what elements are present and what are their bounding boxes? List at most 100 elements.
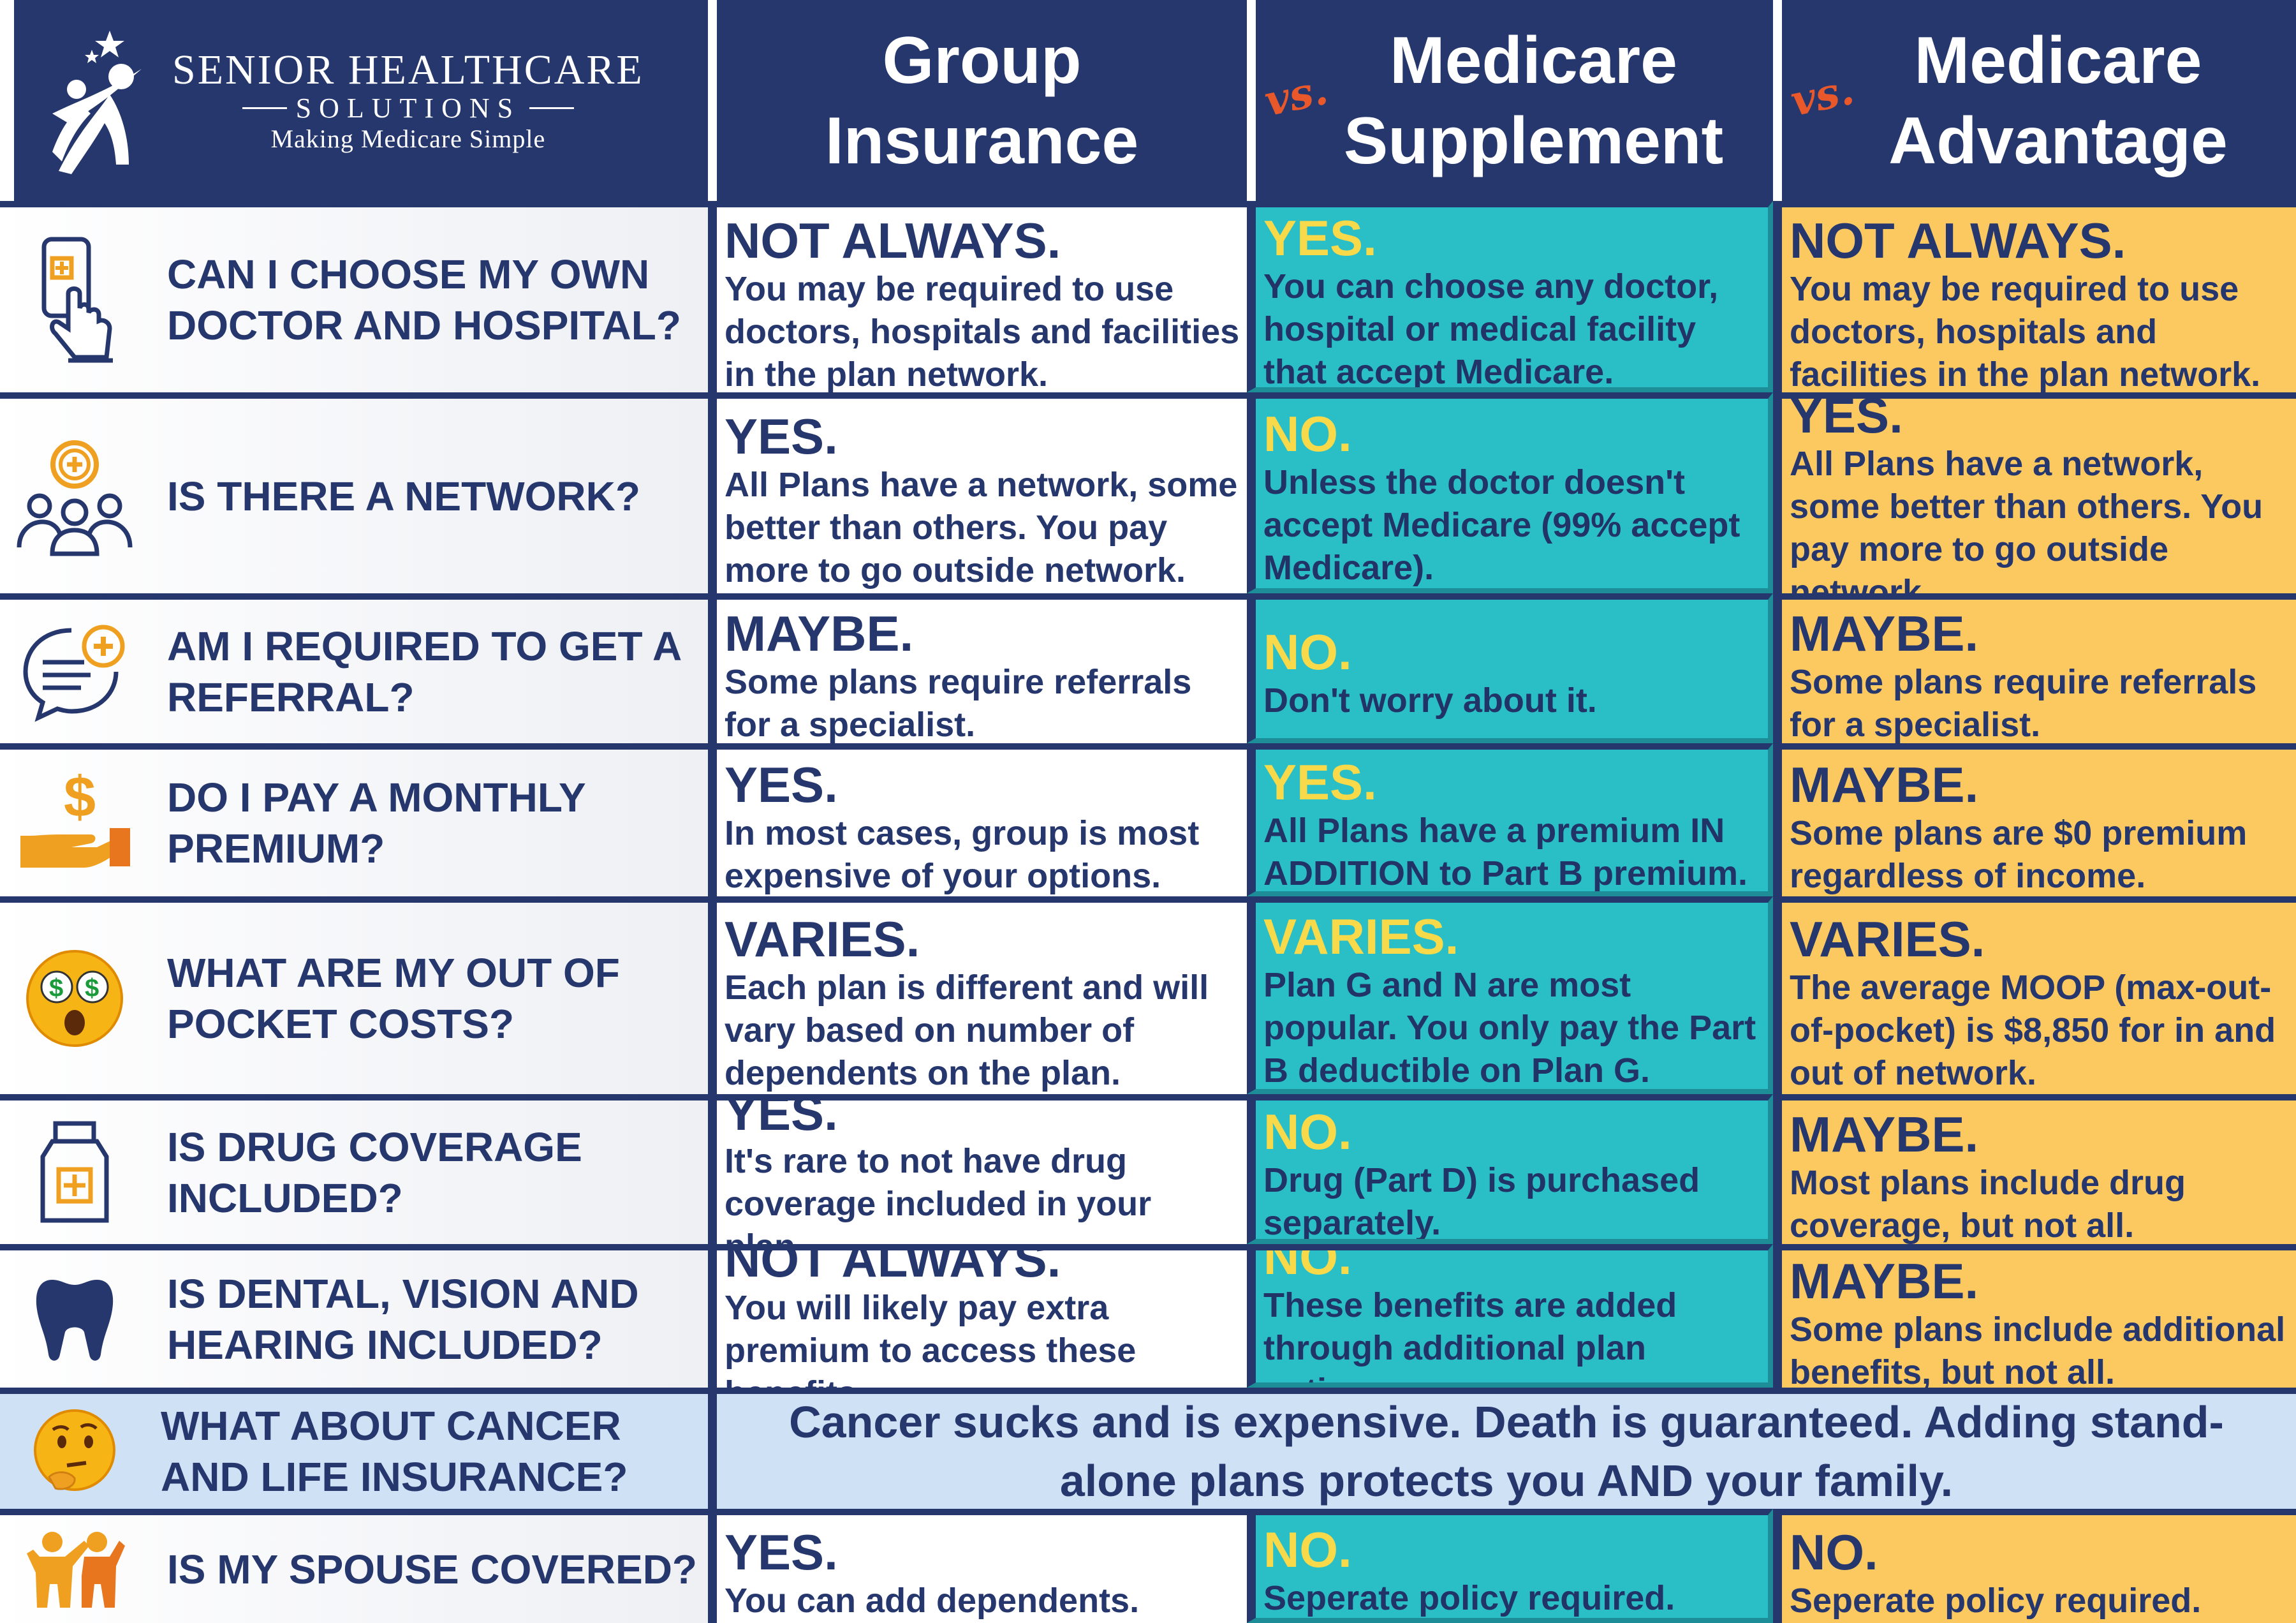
logo-name: SENIOR HEALTHCARE [172,46,644,93]
answer-verdict: MAYBE. [725,605,914,662]
thinking-emoji-icon [14,1407,135,1496]
answer-verdict: VARIES. [725,910,920,967]
question-row-cancer: WHAT ABOUT CANCER AND LIFE INSURANCE? [0,1388,708,1509]
answer-verdict: YES. [1790,392,1903,443]
answer-verdict: NOT ALWAYS. [725,1244,1061,1287]
column-header-supplement: vs. Medicare Supplement [1247,0,1773,201]
answer-group: YES. You can add dependents. [708,1509,1247,1623]
answer-text: All Plans have a network, some better th… [1790,444,2263,594]
question-row-6: IS DENTAL, VISION AND HEARING INCLUDED? [0,1244,708,1388]
answer-text: These benefits are added through additio… [1263,1286,1677,1382]
logo-tagline: Making Medicare Simple [270,124,546,153]
logo-header: SENIOR HEALTHCARE SOLUTIONS Making Medic… [0,0,708,201]
answer-supplement: NO. Seperate policy required. [1247,1509,1773,1623]
answer-advantage: NO. Seperate policy required. [1773,1509,2296,1623]
logo-sub: SOLUTIONS [295,92,521,124]
answer-text: Seperate policy required. [1790,1582,2202,1620]
logo-rule-right [529,107,575,109]
question-text: IS DENTAL, VISION AND HEARING INCLUDED? [167,1270,639,1368]
medicine-bottle-icon [14,1118,135,1227]
answer-supplement: NO. These benefits are added through add… [1247,1244,1773,1388]
answer-text: You can choose any doctor, hospital or m… [1263,267,1719,391]
answer-supplement: YES. All Plans have a premium IN ADDITIO… [1247,743,1773,896]
answer-verdict: YES. [725,408,838,464]
answer-verdict: NOT ALWAYS. [1790,212,2126,269]
answer-text: All Plans have a premium IN ADDITION to … [1263,812,1748,893]
answer-verdict: YES. [725,1094,838,1141]
logo: SENIOR HEALTHCARE SOLUTIONS Making Medic… [14,18,708,184]
answer-group: YES. It's rare to not have drug coverage… [708,1094,1247,1244]
answer-text: You may be required to use doctors, hosp… [1790,269,2261,393]
question-text: CAN I CHOOSE MY OWN DOCTOR AND HOSPITAL? [167,251,681,348]
answer-text: Unless the doctor doesn't accept Medicar… [1263,463,1740,587]
answer-text: You can add dependents. [725,1582,1140,1620]
question-text: IS THERE A NETWORK? [167,473,640,519]
answer-text: Some plans require referrals for a speci… [725,662,1192,744]
answer-text: Some plans are $0 premium regardless of … [1790,814,2248,895]
answer-advantage: MAYBE. Some plans are $0 premium regardl… [1773,743,2296,896]
answer-verdict: VARIES. [1263,908,1459,965]
answer-text: Drug (Part D) is purchased separately. [1263,1160,1700,1242]
answer-text: Some plans include additional benefits, … [1790,1310,2286,1388]
answer-text: It's rare to not have drug coverage incl… [725,1142,1152,1244]
answer-advantage: MAYBE. Most plans include drug coverage,… [1773,1094,2296,1244]
answer-text: Seperate policy required. [1263,1579,1675,1617]
tooth-icon [14,1275,135,1364]
question-row-2: AM I REQUIRED TO GET A REFERRAL? [0,593,708,743]
question-row-4: $ $ WHAT ARE MY OUT OF POCKET COSTS? [0,896,708,1094]
money-eyes-emoji-icon: $ $ [14,947,135,1049]
answer-text: Some plans require referrals for a speci… [1790,662,2257,744]
column-title: Medicare Supplement [1343,23,1724,178]
answer-group: MAYBE. Some plans require referrals for … [708,593,1247,743]
answer-verdict: MAYBE. [1790,757,1979,813]
people-network-icon [14,436,135,557]
medical-chat-icon [14,621,135,723]
answer-group: NOT ALWAYS. You will likely pay extra pr… [708,1244,1247,1388]
column-header-advantage: vs. Medicare Advantage [1773,0,2296,201]
question-text: WHAT ABOUT CANCER AND LIFE INSURANCE? [161,1403,628,1500]
question-text: IS MY SPOUSE COVERED? [167,1546,697,1592]
answer-text: The average MOOP (max-out-of-pocket) is … [1790,968,2276,1092]
answer-text: You may be required to use doctors, hosp… [725,269,1240,393]
answer-verdict: NO. [1263,624,1352,680]
answer-verdict: YES. [1263,754,1377,810]
answer-supplement: NO. Don't worry about it. [1247,593,1773,743]
cancer-answer: Cancer sucks and is expensive. Death is … [708,1388,2296,1509]
answer-text: Most plans include drug coverage, but no… [1790,1163,2186,1245]
svg-text:$: $ [49,974,63,1002]
answer-text: Each plan is different and will vary bas… [725,968,1209,1092]
answer-verdict: NO. [1790,1524,1878,1580]
star-figure-logo-icon [52,30,142,174]
answer-advantage: VARIES. The average MOOP (max-out-of-poc… [1773,896,2296,1094]
answer-advantage: MAYBE. Some plans require referrals for … [1773,593,2296,743]
svg-text:$: $ [64,772,96,829]
hand-dollar-icon: $ [14,772,135,874]
answer-verdict: YES. [725,757,838,813]
question-text: WHAT ARE MY OUT OF POCKET COSTS? [167,950,620,1047]
answer-verdict: VARIES. [1790,910,1985,967]
answer-verdict: MAYBE. [1790,1106,1979,1162]
question-row-5: IS DRUG COVERAGE INCLUDED? [0,1094,708,1244]
tap-hand-icon [14,233,135,367]
answer-verdict: MAYBE. [1790,1252,1979,1309]
answer-verdict: NO. [1263,406,1352,462]
answer-supplement: NO. Unless the doctor doesn't accept Med… [1247,392,1773,593]
answer-advantage: YES. All Plans have a network, some bett… [1773,392,2296,593]
question-text: IS DRUG COVERAGE INCLUDED? [167,1123,582,1221]
question-row-1: IS THERE A NETWORK? [0,392,708,593]
answer-verdict: NOT ALWAYS. [725,212,1061,269]
answer-text: You will likely pay extra premium to acc… [725,1289,1137,1388]
answer-group: NOT ALWAYS. You may be required to use d… [708,201,1247,392]
answer-supplement: NO. Drug (Part D) is purchased separatel… [1247,1094,1773,1244]
answer-group: YES. In most cases, group is most expens… [708,743,1247,896]
answer-text: All Plans have a network, some better th… [725,466,1238,589]
answer-text: Don't worry about it. [1263,681,1597,720]
answer-verdict: MAYBE. [1790,605,1979,662]
couple-icon [14,1528,135,1611]
column-title: Medicare Advantage [1888,23,2228,178]
question-text: AM I REQUIRED TO GET A REFERRAL? [167,623,681,720]
question-row-spouse: IS MY SPOUSE COVERED? [0,1509,708,1623]
answer-verdict: YES. [1263,209,1377,266]
answer-verdict: NO. [1263,1244,1352,1285]
